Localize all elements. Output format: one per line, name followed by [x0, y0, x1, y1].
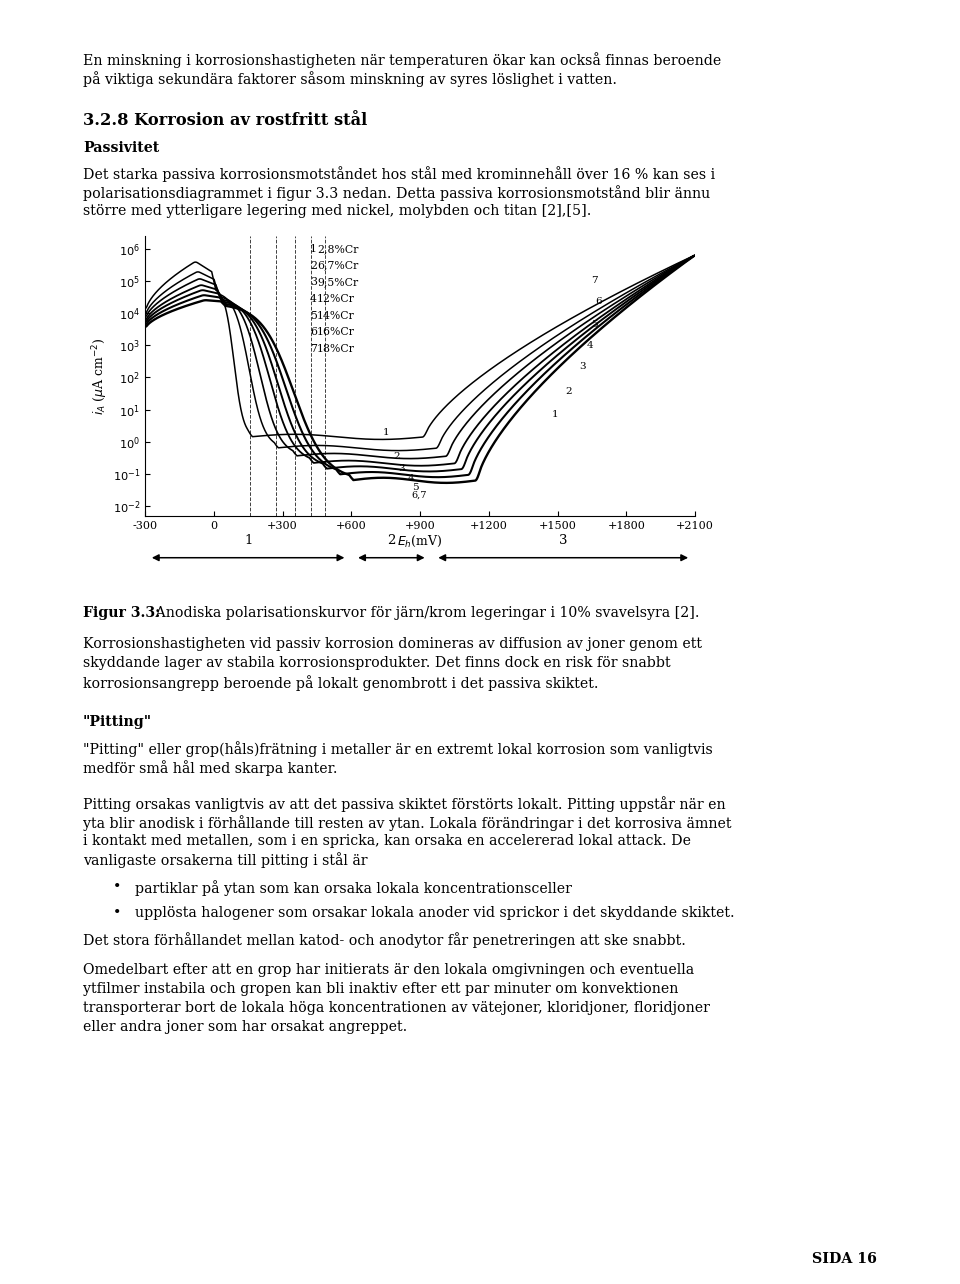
Text: 3: 3	[398, 464, 405, 473]
Text: 7: 7	[310, 344, 317, 354]
Y-axis label: $i_A$ ($\mu$A cm$^{-2}$): $i_A$ ($\mu$A cm$^{-2}$)	[90, 336, 109, 415]
Text: 3: 3	[310, 277, 317, 288]
Text: 4: 4	[310, 294, 317, 304]
Text: 6: 6	[595, 297, 602, 306]
Text: 6,7: 6,7	[411, 490, 426, 499]
Text: Anodiska polarisationskurvor för järn/krom legeringar i 10% svavelsyra [2].: Anodiska polarisationskurvor för järn/kr…	[151, 606, 700, 620]
Text: •: •	[113, 880, 121, 894]
Text: upplösta halogener som orsakar lokala anoder vid sprickor i det skyddande skikte: upplösta halogener som orsakar lokala an…	[135, 907, 734, 921]
Text: Pitting orsakas vanligtvis av att det passiva skiktet förstörts lokalt. Pitting : Pitting orsakas vanligtvis av att det pa…	[83, 796, 726, 811]
Text: 2: 2	[310, 261, 317, 271]
Text: 5: 5	[412, 483, 419, 492]
Text: 2: 2	[565, 388, 572, 397]
Text: korrosionsangrepp beroende på lokalt genombrott i det passiva skiktet.: korrosionsangrepp beroende på lokalt gen…	[83, 674, 598, 691]
Text: 1: 1	[310, 244, 317, 254]
Text: yta blir anodisk i förhållande till resten av ytan. Lokala förändringar i det ko: yta blir anodisk i förhållande till rest…	[83, 815, 732, 831]
Text: Det starka passiva korrosionsmotståndet hos stål med krominnehåll över 16 % kan : Det starka passiva korrosionsmotståndet …	[83, 166, 715, 182]
Text: 4: 4	[408, 474, 414, 483]
Text: ytfilmer instabila och gropen kan bli inaktiv efter ett par minuter om konvektio: ytfilmer instabila och gropen kan bli in…	[83, 982, 679, 996]
Text: 9,5%Cr: 9,5%Cr	[317, 277, 358, 288]
Text: 14%Cr: 14%Cr	[317, 311, 354, 321]
Text: på viktiga sekundära faktorer såsom minskning av syres löslighet i vatten.: på viktiga sekundära faktorer såsom mins…	[83, 71, 617, 87]
Text: 4: 4	[587, 340, 593, 349]
Text: skyddande lager av stabila korrosionsprodukter. Det finns dock en risk för snabb: skyddande lager av stabila korrosionspro…	[83, 656, 671, 670]
Text: 1: 1	[552, 410, 559, 419]
Text: 1: 1	[382, 428, 389, 437]
Text: större med ytterligare legering med nickel, molybden och titan [2],[5].: större med ytterligare legering med nick…	[83, 204, 591, 218]
Text: partiklar på ytan som kan orsaka lokala koncentrationsceller: partiklar på ytan som kan orsaka lokala …	[135, 880, 572, 896]
Text: Passivitet: Passivitet	[83, 141, 159, 155]
Text: polarisationsdiagrammet i figur 3.3 nedan. Detta passiva korrosionsmotstånd blir: polarisationsdiagrammet i figur 3.3 neda…	[83, 185, 710, 200]
Text: SIDA 16: SIDA 16	[812, 1252, 877, 1266]
Text: Det stora förhållandet mellan katod- och anodytor får penetreringen att ske snab: Det stora förhållandet mellan katod- och…	[83, 932, 685, 948]
Text: 12%Cr: 12%Cr	[317, 294, 355, 304]
Text: 7: 7	[590, 276, 597, 285]
Text: eller andra joner som har orsakat angreppet.: eller andra joner som har orsakat angrep…	[83, 1019, 407, 1034]
Text: 3.2.8 Korrosion av rostfritt stål: 3.2.8 Korrosion av rostfritt stål	[83, 112, 368, 128]
Text: 5: 5	[590, 320, 597, 329]
Text: 16%Cr: 16%Cr	[317, 327, 355, 338]
X-axis label: $E_h$(mV): $E_h$(mV)	[397, 533, 443, 548]
Text: 18%Cr: 18%Cr	[317, 344, 355, 354]
Text: Omedelbart efter att en grop har initierats är den lokala omgivningen och eventu: Omedelbart efter att en grop har initier…	[83, 963, 694, 977]
Text: 2: 2	[387, 534, 396, 547]
Text: Figur 3.3:: Figur 3.3:	[83, 606, 160, 620]
Text: 6,7%Cr: 6,7%Cr	[317, 261, 358, 271]
Text: 1: 1	[244, 534, 252, 547]
Text: 2: 2	[394, 452, 400, 461]
Text: 6: 6	[310, 327, 317, 338]
Text: transporterar bort de lokala höga koncentrationen av vätejoner, kloridjoner, flo: transporterar bort de lokala höga koncen…	[83, 1000, 709, 1014]
Text: i kontakt med metallen, som i en spricka, kan orsaka en accelererad lokal attack: i kontakt med metallen, som i en spricka…	[83, 833, 691, 847]
Text: •: •	[113, 907, 121, 921]
Text: Korrosionshastigheten vid passiv korrosion domineras av diffusion av joner genom: Korrosionshastigheten vid passiv korrosi…	[83, 637, 702, 651]
Text: 3: 3	[580, 362, 586, 371]
Text: 2,8%Cr: 2,8%Cr	[317, 244, 358, 254]
Text: "Pitting": "Pitting"	[83, 715, 152, 729]
Text: 3: 3	[559, 534, 567, 547]
Text: En minskning i korrosionshastigheten när temperaturen ökar kan också finnas bero: En minskning i korrosionshastigheten när…	[83, 51, 721, 68]
Text: vanligaste orsakerna till pitting i stål är: vanligaste orsakerna till pitting i stål…	[83, 853, 368, 868]
Text: 5: 5	[310, 311, 317, 321]
Text: medför små hål med skarpa kanter.: medför små hål med skarpa kanter.	[83, 760, 338, 776]
Text: "Pitting" eller grop(håls)frätning i metaller är en extremt lokal korrosion som : "Pitting" eller grop(håls)frätning i met…	[83, 741, 712, 756]
